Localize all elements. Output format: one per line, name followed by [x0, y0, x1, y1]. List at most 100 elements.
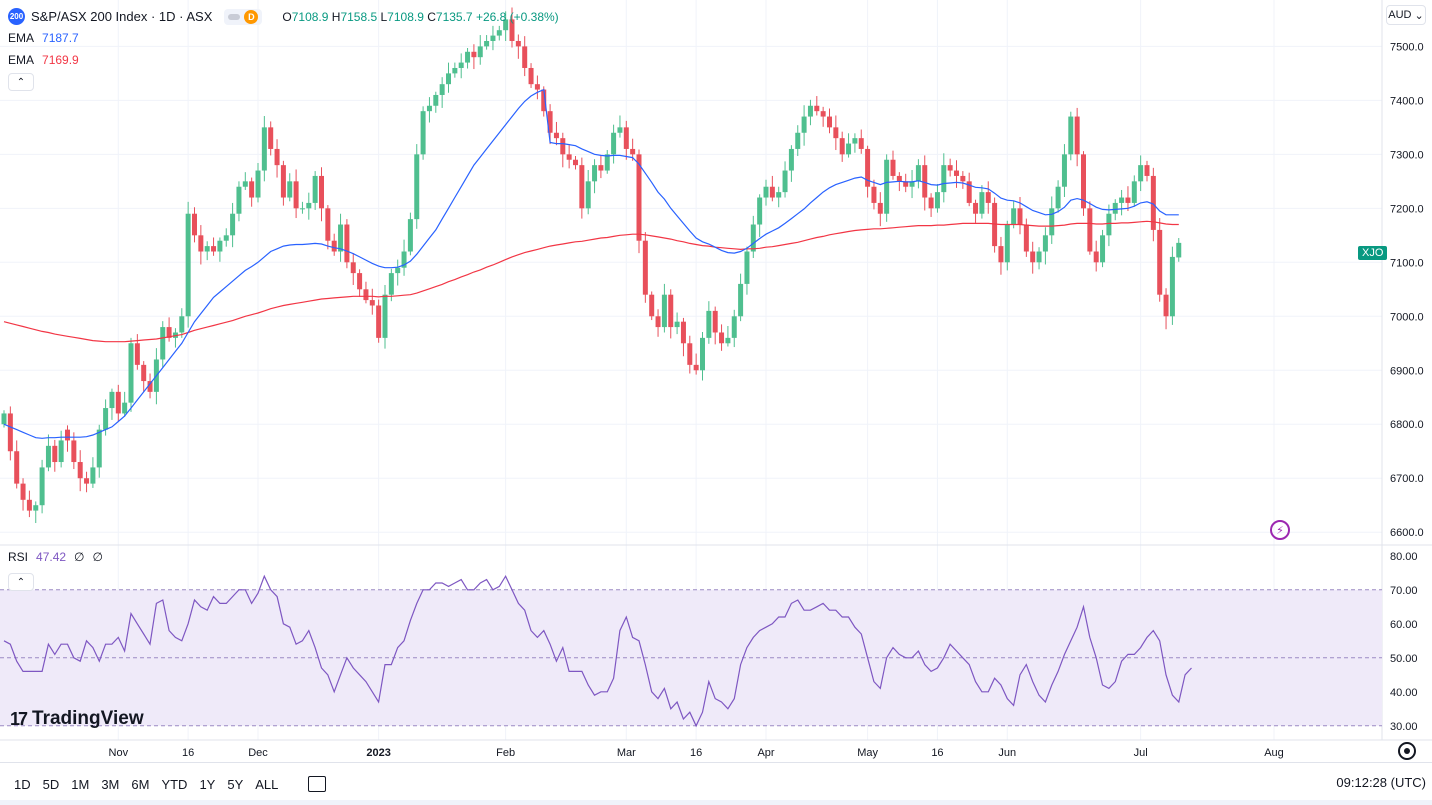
close-value: 7135.7 — [435, 9, 473, 24]
time-tick-label: 16 — [182, 747, 194, 759]
candle-body — [96, 429, 102, 468]
candle-body — [1112, 202, 1118, 214]
range-button-1y[interactable]: 1Y — [199, 776, 216, 792]
candle-body — [1023, 224, 1029, 252]
candle-body — [477, 46, 483, 58]
price-tick-label: 7300.0 — [1390, 149, 1424, 161]
candle-body — [382, 294, 388, 338]
candle-body — [426, 105, 432, 112]
candle-body — [827, 116, 832, 128]
time-tick-label: Apr — [757, 747, 774, 759]
change-value: +26.8 (+0.38%) — [475, 9, 559, 24]
candle-body — [236, 186, 242, 214]
visibility-pill[interactable]: D — [224, 8, 263, 25]
candle-body — [471, 51, 477, 58]
candle-body — [871, 186, 877, 203]
candle-body — [141, 364, 147, 382]
chart-canvas[interactable]: 6600.0 6700.0 6800.0 6900.0 7000.0 7100.0 7200… — [0, 0, 1432, 762]
candle-body — [287, 181, 293, 198]
candle-body — [1049, 208, 1055, 236]
rsi-tick-label: 40.00 — [1390, 687, 1418, 699]
candle-body — [376, 305, 382, 338]
range-button-1m[interactable]: 1M — [71, 776, 90, 792]
eye-icon[interactable] — [228, 13, 241, 20]
tradingview-logo[interactable]: 17 TradingView — [10, 708, 144, 730]
price-tick-label: 6800.0 — [1390, 419, 1424, 431]
ema-fast-legend[interactable]: EMA 7187.7 — [8, 30, 79, 46]
candle-body — [547, 111, 553, 133]
candle-body — [903, 181, 909, 187]
candle-body — [1106, 213, 1112, 236]
candle-body — [814, 105, 820, 112]
candle-body — [998, 246, 1004, 263]
time-tick-label: Feb — [496, 747, 515, 759]
tradingview-logo-icon: 17 — [10, 708, 28, 729]
candle-body — [446, 73, 451, 85]
candle-body — [52, 445, 58, 463]
candle-body — [738, 283, 744, 317]
candle-body — [782, 170, 788, 193]
price-tick-label: 7500.0 — [1390, 41, 1424, 53]
range-button-ytd[interactable]: YTD — [161, 776, 188, 792]
candle-body — [852, 138, 858, 144]
range-button-1d[interactable]: 1D — [14, 776, 31, 792]
candle-body — [484, 40, 490, 47]
candle-body — [261, 127, 267, 171]
calendar-icon[interactable] — [308, 776, 327, 792]
rsi-legend[interactable]: RSI 47.42 ∅ ∅ — [8, 550, 103, 564]
range-button-all[interactable]: ALL — [255, 776, 279, 792]
candle-body — [84, 478, 90, 484]
candle-body — [1055, 186, 1061, 209]
candle-body — [122, 402, 128, 414]
footer-strip — [0, 800, 1432, 805]
candle-body — [636, 154, 642, 241]
candle-body — [490, 35, 496, 41]
candle-body — [922, 165, 928, 198]
index-badge-icon[interactable]: 200 — [8, 8, 25, 25]
candle-body — [274, 148, 280, 166]
candle-body — [985, 192, 991, 203]
symbol-title[interactable]: S&P/ASX 200 Index · 1D · ASX — [31, 8, 213, 24]
gear-icon[interactable] — [1398, 742, 1416, 760]
candle-body — [204, 246, 210, 252]
range-button-6m[interactable]: 6M — [131, 776, 150, 792]
rsi-tick-label: 60.00 — [1390, 619, 1418, 631]
chevron-down-icon: ⌄ — [1414, 9, 1424, 22]
currency-label: AUD — [1388, 9, 1412, 21]
candle-body — [33, 505, 39, 511]
candle-body — [45, 445, 51, 468]
collapse-rsi-legend-button[interactable]: ⌃ — [8, 573, 34, 591]
range-button-5y[interactable]: 5Y — [227, 776, 244, 792]
candle-body — [338, 224, 344, 252]
candle-body — [954, 170, 959, 176]
lightning-icon[interactable]: ⚡ — [1270, 520, 1290, 540]
candle-body — [541, 89, 547, 112]
candle-body — [725, 337, 731, 344]
candle-body — [807, 105, 813, 117]
candle-body — [858, 138, 864, 149]
candle-body — [433, 94, 439, 106]
utc-clock[interactable]: 09:12:28 (UTC) — [1336, 775, 1426, 790]
candle-body — [65, 429, 70, 441]
interval-d-icon[interactable]: D — [244, 9, 259, 24]
candle-body — [598, 165, 604, 171]
range-button-3m[interactable]: 3M — [101, 776, 120, 792]
candle-body — [388, 273, 394, 295]
candle-body — [1036, 251, 1042, 263]
candle-body — [280, 165, 286, 198]
candle-body — [592, 165, 598, 182]
candle-body — [439, 84, 445, 95]
currency-selector[interactable]: AUD ⌄ — [1386, 5, 1426, 25]
collapse-legend-button[interactable]: ⌃ — [8, 73, 34, 91]
bottom-toolbar: 1D 5D 1M 3M 6M YTD 1Y 5Y ALL 09:12:28 (UTC) — [0, 762, 1432, 805]
range-button-5d[interactable]: 5D — [42, 776, 60, 792]
candle-body — [14, 451, 20, 484]
price-tick-label: 6700.0 — [1390, 473, 1424, 485]
candle-body — [299, 208, 305, 210]
ema-slow-legend[interactable]: EMA 7169.9 — [8, 52, 79, 68]
low-label: L — [380, 9, 388, 24]
candle-body — [712, 310, 718, 333]
candle-body — [503, 19, 509, 31]
candle-body — [1176, 242, 1182, 258]
